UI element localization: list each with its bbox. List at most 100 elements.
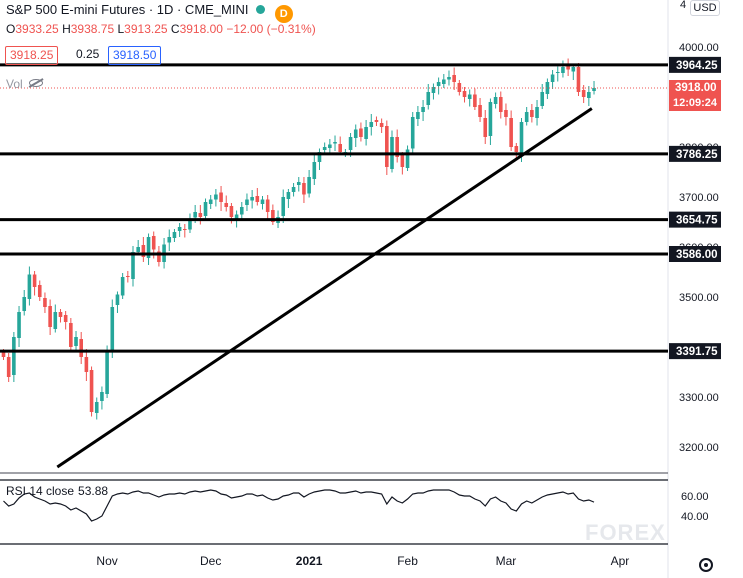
- candle-body: [395, 137, 399, 157]
- open-label: O: [6, 22, 16, 36]
- level-price-label: 3586.00: [676, 249, 718, 261]
- price-tick-label: 3500.00: [679, 292, 719, 304]
- broker-watermark: FOREX: [585, 520, 666, 545]
- volume-label: Vol: [6, 77, 23, 91]
- candle-body: [328, 144, 332, 148]
- candle-body: [488, 102, 493, 136]
- candle-body: [224, 203, 229, 207]
- candle-body: [188, 219, 192, 230]
- candle-body: [74, 337, 78, 346]
- candle-body: [379, 123, 384, 127]
- candle-body: [322, 147, 327, 150]
- candle-body: [348, 137, 353, 150]
- candle-body: [120, 277, 125, 296]
- candle-body: [364, 127, 368, 139]
- candle-body: [302, 183, 306, 195]
- time-axis-label: Apr: [611, 554, 630, 568]
- candle-body: [43, 298, 47, 307]
- candle-body: [131, 252, 135, 279]
- candle-body: [353, 129, 358, 138]
- high-label: H: [62, 22, 71, 36]
- candle-body: [136, 247, 140, 252]
- settings-icon[interactable]: [699, 558, 713, 572]
- candle-body: [12, 337, 16, 375]
- candle-body: [436, 82, 441, 86]
- candle-body: [203, 202, 208, 216]
- candle-body: [234, 214, 239, 219]
- candle-body: [421, 107, 425, 112]
- candle-body: [426, 92, 431, 105]
- candle-body: [79, 339, 83, 357]
- candle-body: [286, 192, 291, 199]
- candle-body: [493, 97, 498, 104]
- candle-body: [452, 75, 456, 82]
- candle-body: [442, 79, 446, 84]
- sell-price-button[interactable]: 3918.25: [5, 46, 59, 65]
- candle-body: [84, 357, 89, 372]
- candle-body: [94, 402, 99, 413]
- rsi-label: RSI 14 close: [6, 484, 75, 498]
- rsi-line: [3, 489, 595, 522]
- level-price-tag: [669, 246, 721, 262]
- buy-price-button[interactable]: 3918.50: [108, 46, 162, 65]
- volume-legend[interactable]: Vol: [6, 77, 43, 91]
- current-price-label: 3918.00: [669, 80, 721, 96]
- candle-body: [198, 213, 203, 217]
- close-value: 3918.00: [179, 22, 223, 36]
- candle-body: [260, 199, 265, 204]
- candle-body: [296, 182, 301, 185]
- candle-body: [545, 82, 550, 94]
- candle-body: [250, 197, 254, 201]
- symbol-title[interactable]: S&P 500 E-mini Futures · 1D · CME_MINI: [6, 2, 249, 17]
- market-status-dot: [256, 5, 266, 14]
- low-value: 3913.25: [124, 22, 168, 36]
- time-axis-label: Feb: [397, 554, 418, 568]
- candle-body: [214, 194, 218, 200]
- price-tick-label: 3300.00: [679, 392, 719, 404]
- candle-body: [374, 120, 379, 122]
- candle-body: [359, 128, 363, 137]
- candle-body: [146, 237, 151, 258]
- candle-body: [307, 177, 311, 194]
- candle-body: [219, 192, 223, 202]
- candle-body: [498, 97, 503, 112]
- candle-body: [571, 67, 576, 72]
- candle-body: [255, 196, 260, 202]
- candle-body: [27, 274, 32, 299]
- ohlc-readout: O3933.25 H3938.75 L3913.25 C3918.00 −12.…: [6, 22, 316, 36]
- level-price-tag: [669, 56, 721, 73]
- candle-body: [208, 199, 213, 204]
- candle-body: [172, 232, 177, 238]
- candles-group: [1, 58, 596, 420]
- candle-body: [524, 112, 529, 122]
- candle-body: [193, 212, 197, 218]
- candle-body: [89, 370, 94, 412]
- candle-body: [405, 149, 410, 168]
- hidden-eye-icon[interactable]: [28, 79, 43, 87]
- level-price-tag: [669, 145, 721, 162]
- candle-body: [581, 90, 586, 97]
- candle-body: [540, 92, 545, 106]
- candle-body: [48, 306, 52, 327]
- candle-body: [37, 285, 42, 297]
- candle-body: [566, 66, 570, 70]
- candle-body: [312, 162, 317, 179]
- change-value: −12.00 (−0.31%): [226, 22, 316, 36]
- candle-body: [239, 207, 244, 215]
- candle-body: [447, 77, 451, 80]
- trendline[interactable]: [56, 107, 593, 469]
- candle-body: [410, 117, 415, 149]
- bar-countdown-label: 12:09:24: [669, 96, 721, 111]
- currency-button[interactable]: USD: [690, 0, 720, 16]
- candle-body: [478, 105, 482, 117]
- candle-body: [592, 88, 596, 91]
- candle-body: [385, 126, 389, 167]
- candle-body: [271, 210, 275, 222]
- level-price-tag: [669, 211, 721, 228]
- candle-body: [53, 312, 58, 329]
- candle-body: [519, 122, 524, 154]
- rsi-legend[interactable]: RSI 14 close 53.88: [6, 484, 108, 498]
- candle-body: [110, 307, 115, 352]
- level-price-tag: [669, 343, 721, 360]
